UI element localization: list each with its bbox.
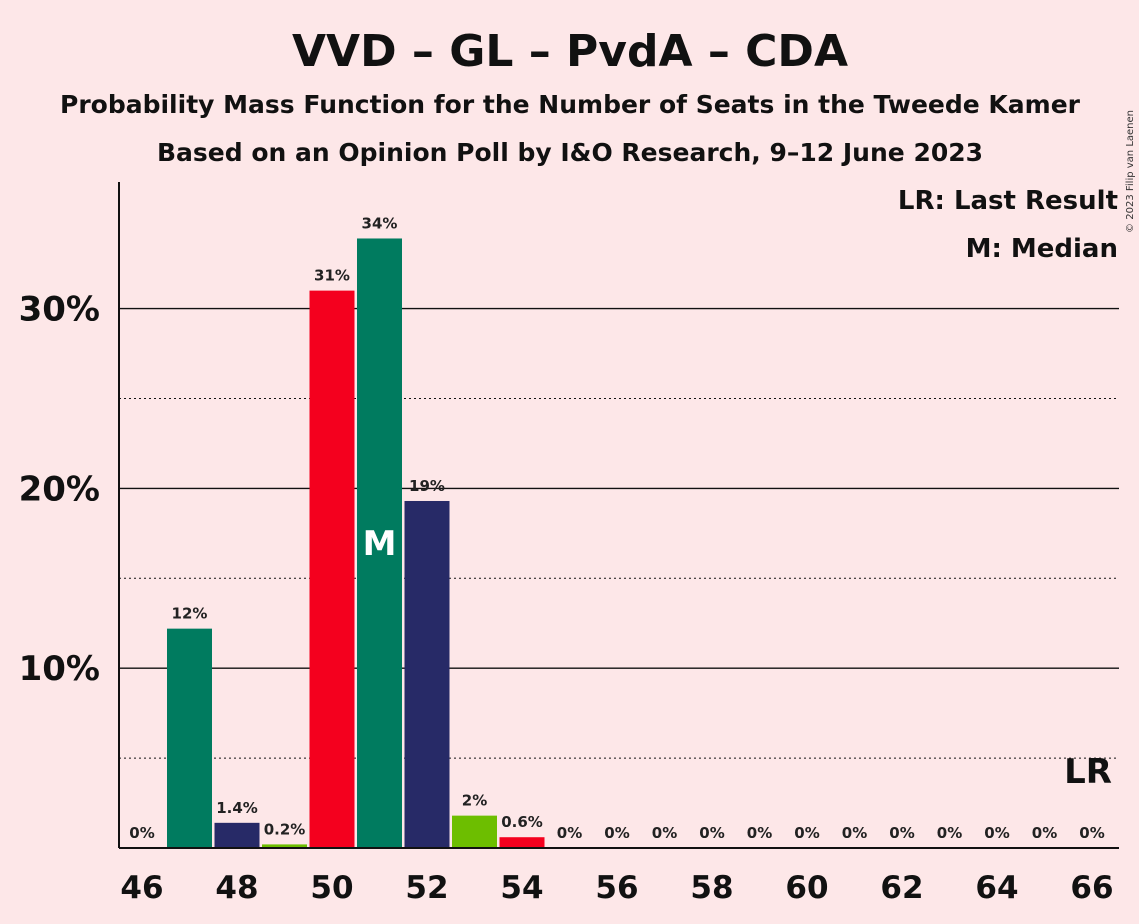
data-label-54: 0.6% — [501, 813, 543, 831]
median-marker: M — [363, 524, 397, 564]
x-tick-label-48: 48 — [215, 870, 258, 906]
y-axis-ticks: 10% 20% 30% — [19, 290, 100, 690]
x-tick-label-46: 46 — [120, 870, 163, 906]
bar-52 — [404, 500, 450, 848]
bar-50 — [309, 290, 355, 848]
data-label-56: 0% — [604, 824, 629, 842]
data-label-60: 0% — [794, 824, 819, 842]
legend-last-result: LR: Last Result — [898, 186, 1118, 216]
data-label-62: 0% — [889, 824, 914, 842]
legend-median: M: Median — [966, 234, 1118, 264]
copyright-notice: © 2023 Filip van Laenen — [1125, 110, 1136, 233]
data-label-55: 0% — [557, 824, 582, 842]
bar-48 — [214, 822, 260, 848]
x-tick-label-54: 54 — [500, 870, 543, 906]
data-label-46: 0% — [129, 824, 154, 842]
data-label-66: 0% — [1079, 824, 1104, 842]
data-label-58: 0% — [699, 824, 724, 842]
x-tick-label-50: 50 — [310, 870, 353, 906]
x-tick-label-52: 52 — [405, 870, 448, 906]
x-tick-label-64: 64 — [975, 870, 1018, 906]
last-result-marker: LR — [1064, 752, 1112, 792]
data-labels: 0% 12% 1.4% 0.2% 31% 34% 19% 2% 0.6% 0% 0% 0% 0% 0% 0%… — [129, 214, 1104, 842]
y-tick-label-1: 20% — [19, 469, 100, 509]
data-label-57: 0% — [652, 824, 677, 842]
bar-51 — [357, 238, 402, 848]
data-label-52: 19% — [409, 477, 445, 495]
x-tick-label-62: 62 — [880, 870, 923, 906]
chart-title: VVD – GL – PvdA – CDA — [292, 26, 848, 77]
chart-subtitle: Probability Mass Function for the Number… — [60, 90, 1081, 119]
data-label-47: 12% — [172, 605, 208, 623]
y-tick-label-2: 30% — [19, 290, 100, 330]
data-label-48: 1.4% — [216, 799, 258, 817]
data-label-49: 0.2% — [264, 820, 306, 838]
chart-subtitle-poll: Based on an Opinion Poll by I&O Research… — [157, 138, 983, 167]
data-label-53: 2% — [462, 792, 487, 810]
bar-53 — [452, 815, 497, 848]
x-axis-ticks: 46 48 50 52 54 56 58 60 62 64 66 — [120, 870, 1113, 906]
bars — [167, 238, 545, 848]
x-tick-label-56: 56 — [595, 870, 638, 906]
data-label-50: 31% — [314, 267, 350, 285]
data-label-63: 0% — [937, 824, 962, 842]
x-tick-label-60: 60 — [785, 870, 828, 906]
y-tick-label-0: 10% — [19, 649, 100, 689]
bar-54 — [499, 837, 545, 848]
x-tick-label-58: 58 — [690, 870, 733, 906]
data-label-51: 34% — [362, 214, 398, 232]
x-tick-label-66: 66 — [1070, 870, 1113, 906]
data-label-64: 0% — [984, 824, 1009, 842]
bar-49 — [262, 844, 307, 848]
data-label-59: 0% — [747, 824, 772, 842]
data-label-61: 0% — [842, 824, 867, 842]
data-label-65: 0% — [1032, 824, 1057, 842]
gridlines — [119, 307, 1119, 759]
bar-47 — [167, 628, 212, 848]
